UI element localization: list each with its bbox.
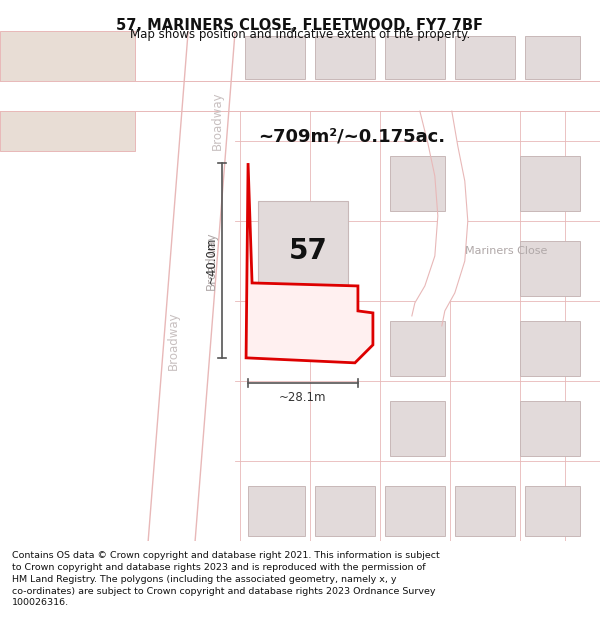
Text: ~709m²/~0.175ac.: ~709m²/~0.175ac. [258, 127, 445, 145]
Polygon shape [412, 111, 468, 326]
Polygon shape [520, 241, 580, 296]
Polygon shape [315, 486, 375, 536]
Polygon shape [258, 201, 348, 336]
Polygon shape [525, 36, 580, 79]
Text: Map shows position and indicative extent of the property.: Map shows position and indicative extent… [130, 28, 470, 41]
Polygon shape [315, 36, 375, 79]
Polygon shape [246, 163, 373, 363]
Text: Broadway: Broadway [211, 92, 224, 151]
Polygon shape [148, 31, 235, 541]
Text: Broadway: Broadway [167, 311, 179, 370]
Text: 57, MARINERS CLOSE, FLEETWOOD, FY7 7BF: 57, MARINERS CLOSE, FLEETWOOD, FY7 7BF [116, 18, 484, 32]
Polygon shape [385, 486, 445, 536]
Text: Contains OS data © Crown copyright and database right 2021. This information is : Contains OS data © Crown copyright and d… [12, 551, 440, 608]
Polygon shape [278, 336, 315, 353]
Polygon shape [1, 31, 135, 151]
Text: 57: 57 [289, 237, 328, 265]
Text: ~40.0m: ~40.0m [205, 237, 218, 284]
Polygon shape [520, 401, 580, 456]
Polygon shape [245, 36, 305, 79]
Polygon shape [1, 81, 599, 111]
Polygon shape [390, 401, 445, 456]
Text: Mariners Close: Mariners Close [464, 246, 547, 256]
Text: Broadway: Broadway [205, 232, 218, 290]
Polygon shape [520, 321, 580, 376]
Text: ~28.1m: ~28.1m [279, 391, 327, 404]
Polygon shape [248, 486, 305, 536]
Polygon shape [390, 156, 445, 211]
Polygon shape [390, 321, 445, 376]
Polygon shape [385, 36, 445, 79]
Polygon shape [525, 486, 580, 536]
Polygon shape [455, 36, 515, 79]
Polygon shape [455, 486, 515, 536]
Polygon shape [520, 156, 580, 211]
